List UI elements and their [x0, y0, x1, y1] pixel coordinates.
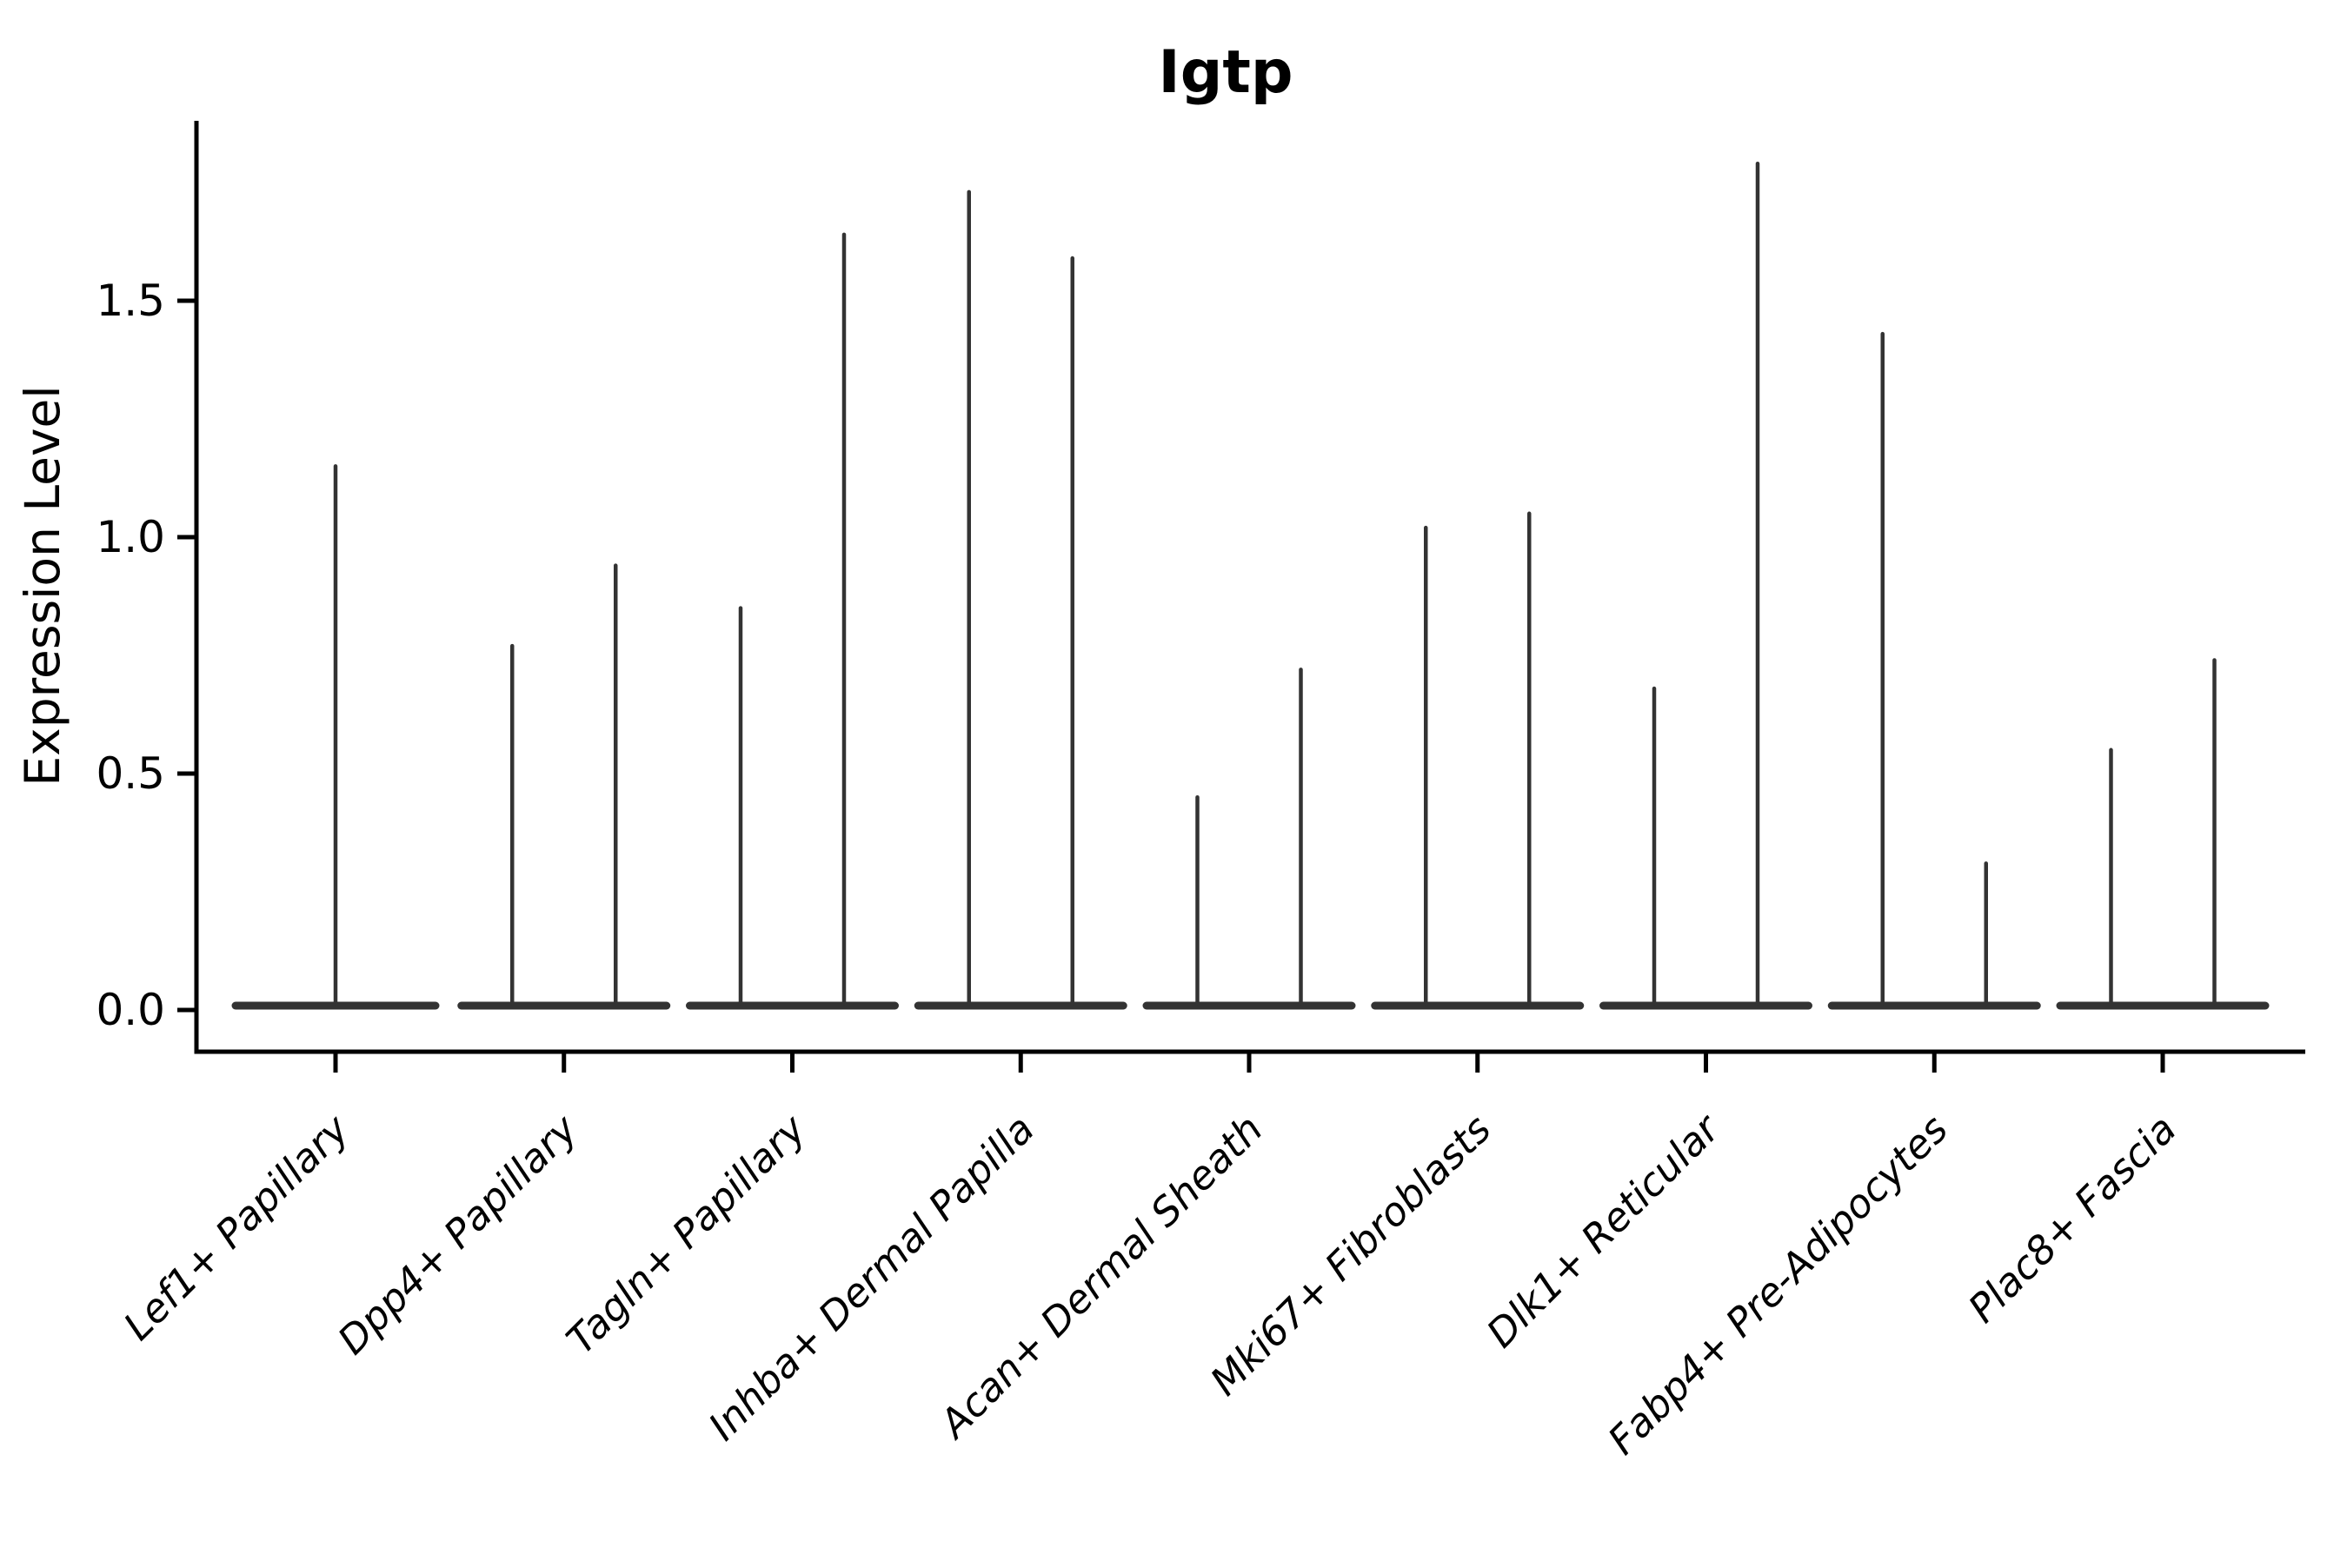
violin-group	[1599, 161, 1812, 1010]
x-category-label: Dpp4+ Papillary	[329, 1105, 587, 1363]
y-tick-label: 1.5	[96, 276, 165, 326]
y-axis-title: Expression Level	[15, 385, 70, 786]
violin-group	[1827, 331, 2041, 1010]
violin-group	[914, 189, 1127, 1010]
violin-group	[2056, 658, 2270, 1010]
x-category-label: Dlk1+ Reticular	[1478, 1105, 1730, 1357]
violins-layer	[231, 161, 2270, 1010]
y-tick-label: 0.5	[96, 748, 165, 799]
violin-group	[1142, 668, 1356, 1010]
x-category-label: Lef1+ Papillary	[115, 1105, 359, 1349]
violin-group	[1371, 511, 1585, 1010]
x-category-label: Tagln+ Papillary	[557, 1105, 815, 1363]
plot-title: Igtp	[1158, 38, 1293, 107]
violin-group	[231, 464, 440, 1010]
y-tick-label: 1.0	[96, 512, 165, 562]
x-category-label: Plac8+ Fascia	[1959, 1106, 2185, 1332]
violin-group	[686, 232, 899, 1010]
y-tick-label: 0.0	[96, 985, 165, 1035]
violin-group	[457, 563, 671, 1010]
